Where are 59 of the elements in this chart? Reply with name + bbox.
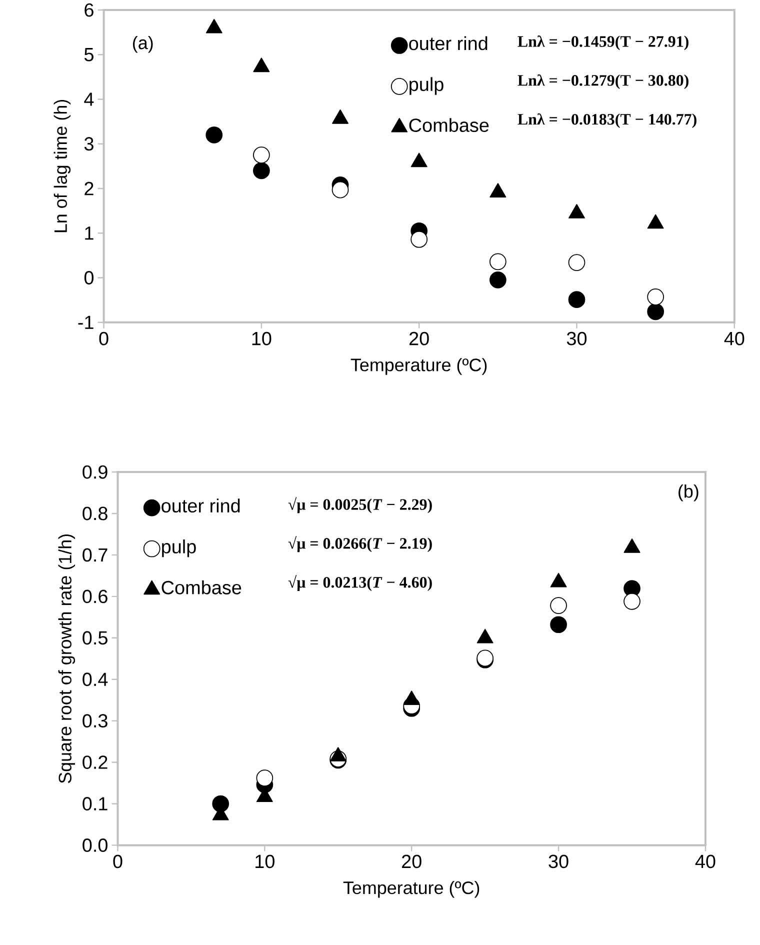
y-tick-label: 0.2 [82,756,108,769]
y-tick-label: 5 [84,48,94,62]
y-tick-label: 0.5 [82,631,108,645]
point [332,109,348,124]
x-tick-label: 20 [409,332,429,346]
y-tick-label: 0.4 [82,672,108,686]
legend-label: pulp [409,77,444,95]
point [410,152,428,168]
y-tick-label: 1 [84,226,94,240]
annotation: √μ = 0.0213(T − 4.60) [288,574,432,591]
y-tick-label: 0.7 [82,548,108,562]
point [550,616,567,634]
x-tick-label: 40 [724,332,744,346]
legend-label: pulp [162,540,196,558]
point [646,303,664,320]
annotation: Lnλ = −0.0183(T − 140.77) [518,113,696,128]
point [206,126,222,144]
y-axis-title: Square root of growth rate (1/h) [58,534,75,784]
y-tick-label: 0 [84,271,94,284]
x-tick-label: 0 [113,854,122,868]
x-tick-label: 10 [255,854,274,868]
x-tick-label: 20 [402,854,422,868]
point [489,272,506,288]
y-tick-label: 3 [84,137,94,151]
annotation: (a) [132,36,153,53]
annotation: Lnλ = −0.1279(T − 30.80) [518,74,688,90]
point [206,18,222,34]
x-tick-label: 30 [566,332,586,346]
y-axis-title: Ln of lag time (h) [54,100,70,232]
y-tick-label: 0.1 [82,797,108,810]
annotation: √μ = 0.0266(T − 2.19) [288,536,432,552]
annotation: √μ = 0.0025(T − 2.29) [288,497,432,514]
point [212,795,229,812]
point [332,181,349,198]
point [252,162,270,180]
legend-label: outer rind [408,36,488,50]
x-axis-title: Temperature (ºC) [350,358,486,375]
y-tick-label: 0.9 [82,465,108,479]
x-tick-label: 30 [548,854,568,868]
annotation: (b) [678,484,698,502]
y-tick-label: 6 [84,3,94,17]
x-axis-title: Temperature (ºC) [343,880,479,898]
y-tick-label: -1 [78,316,94,329]
x-tick-label: 40 [695,854,716,868]
point [256,770,273,786]
y-tick-label: 4 [84,92,94,106]
point [568,291,586,308]
legend-label: outer rind [161,498,240,513]
x-tick-label: 10 [252,332,272,346]
legend-label: Combase [162,580,241,594]
y-tick-label: 0.0 [82,838,108,852]
point [410,230,428,248]
y-tick-label: 0.6 [82,590,108,604]
y-tick-label: 0.3 [82,714,108,728]
y-tick-label: 0.8 [82,506,108,520]
legend-label: Combase [409,118,488,132]
annotation: Lnλ = −0.1459(T − 27.91) [518,35,688,50]
point [253,58,270,72]
y-tick-label: 2 [84,182,94,196]
